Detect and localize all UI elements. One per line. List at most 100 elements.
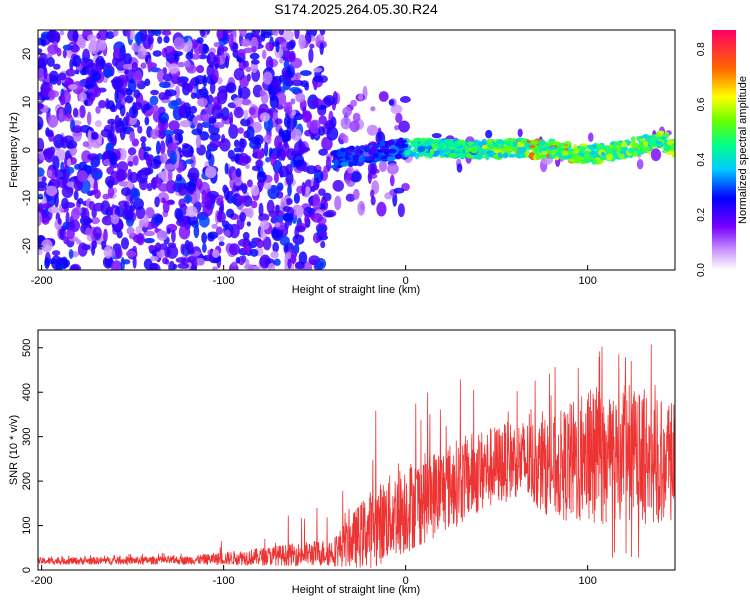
spectrogram-cell — [79, 179, 91, 194]
spectrogram-cell — [43, 68, 48, 80]
spectrogram-cell — [228, 33, 234, 48]
spectrogram-cell — [183, 194, 193, 204]
spectrogram-cell — [87, 153, 100, 161]
spectrogram-ridge-cell — [379, 146, 386, 152]
spectrogram-cell — [235, 168, 242, 178]
spectrogram-ridge-cell — [340, 152, 347, 158]
spectrogram-cell — [176, 218, 189, 227]
spectrogram-cell — [312, 67, 323, 73]
spectrogram-cell — [125, 210, 134, 221]
spectrogram-cell — [345, 193, 356, 202]
spectrogram-cell — [211, 223, 218, 229]
spectrogram-cell — [202, 43, 208, 53]
spectrogram-ridge-cell — [347, 148, 356, 152]
spectrogram-ridge-cell — [550, 149, 556, 156]
spectrogram-ridge-cell — [408, 151, 418, 157]
spectrogram-cell — [205, 149, 212, 160]
spectrogram-cell — [289, 86, 301, 93]
spectrogram-ridge-cell — [627, 147, 636, 154]
spectrogram-cell — [121, 187, 131, 197]
spectrogram-cell — [133, 155, 139, 166]
spectrogram-cell — [167, 142, 179, 151]
spectrogram-cell — [127, 160, 134, 167]
spectrogram-ridge-cell — [379, 140, 386, 147]
spectrogram-cell — [267, 262, 276, 270]
spectrogram-cell — [112, 30, 119, 37]
spectrogram-cell — [50, 255, 62, 270]
spectrogram-cell — [77, 170, 88, 183]
spectrogram-ridge-cell — [497, 152, 503, 159]
spectrogram-cell — [158, 112, 170, 124]
spectrogram-cell — [264, 141, 269, 157]
spectrogram-ridge-cell — [520, 138, 528, 144]
spectrogram-y-label: Frequency (Hz) — [8, 112, 20, 188]
spectrogram-cell — [295, 92, 306, 103]
spectrogram-cell — [184, 239, 191, 251]
spectrogram-cell — [243, 60, 249, 68]
spectrogram-cell — [105, 31, 115, 40]
spectrogram-ridge-cell — [466, 147, 475, 151]
spectrogram-cell — [41, 203, 53, 209]
spectrogram-cell — [281, 129, 291, 143]
snr-x-tick-label: -200 — [31, 575, 53, 587]
spectrogram-ridge-cell — [633, 152, 638, 157]
spectrogram-cell — [431, 133, 442, 139]
spectrogram-cell — [143, 237, 155, 244]
spectrogram-cell — [285, 171, 294, 186]
spectrogram-cell — [279, 57, 284, 64]
spectrogram-ridge-cell — [542, 147, 548, 152]
spectrogram-cell — [295, 225, 306, 233]
spectrogram-cell — [119, 148, 127, 161]
spectrogram-cell — [245, 163, 250, 169]
spectrogram-cell — [636, 158, 644, 170]
spectrogram-cell — [650, 148, 662, 162]
spectrogram-cell — [285, 198, 293, 206]
spectrogram-cell — [38, 211, 43, 227]
spectrogram-cell — [256, 149, 264, 161]
spectrogram-cell — [236, 48, 246, 58]
spectrogram-cell — [251, 45, 257, 53]
spectrogram-cell — [108, 206, 114, 216]
spectrogram-cell — [298, 251, 308, 265]
spectrogram-cell — [319, 30, 326, 36]
spectrogram-cell — [167, 199, 175, 205]
spectrogram-ridge-cell — [616, 146, 621, 154]
spectrogram-x-tick-label: -200 — [31, 275, 53, 287]
spectrogram-x-label: Height of straight line (km) — [292, 284, 420, 296]
spectrogram-cell — [107, 186, 115, 199]
snr-x-tick-label: -100 — [213, 575, 235, 587]
spectrogram-cell — [47, 206, 60, 214]
spectrogram-cell — [153, 30, 162, 37]
spectrogram-cell — [170, 150, 177, 165]
spectrogram-cell — [185, 52, 194, 61]
spectrogram-cell — [290, 98, 296, 105]
spectrogram-cell — [168, 63, 180, 74]
spectrogram-cell — [95, 65, 103, 72]
spectrogram-cell — [287, 183, 292, 197]
spectrogram-cell — [66, 166, 75, 174]
spectrogram-ridge-cell — [352, 154, 359, 162]
spectrogram-cell — [140, 62, 147, 69]
spectrogram-ridge-cell — [370, 145, 378, 153]
spectrogram-ridge-cell — [508, 154, 515, 158]
spectrogram-cell — [78, 40, 86, 49]
spectrogram-cell — [259, 219, 270, 230]
spectrogram-ridge-cell — [456, 152, 466, 159]
spectrogram-cell — [293, 192, 301, 204]
spectrogram-cell — [312, 193, 320, 206]
spectrogram-cell — [190, 264, 198, 270]
spectrogram-cell — [127, 78, 137, 93]
spectrogram-ridge-cell — [651, 143, 659, 147]
spectrogram-cell — [72, 54, 82, 67]
spectrogram-cell — [152, 104, 159, 115]
spectrogram-cell — [357, 200, 366, 216]
spectrogram-cell — [196, 178, 203, 191]
spectrogram-cell — [274, 222, 281, 228]
spectrogram-ridge-cell — [658, 143, 664, 147]
spectrogram-ridge-cell — [618, 153, 625, 159]
colorbar-tick-label: 0.8 — [696, 42, 707, 56]
spectrogram-cell — [233, 68, 245, 81]
spectrogram-cell — [291, 109, 297, 116]
spectrogram-cell — [154, 242, 162, 252]
spectrogram-cell — [251, 165, 261, 172]
